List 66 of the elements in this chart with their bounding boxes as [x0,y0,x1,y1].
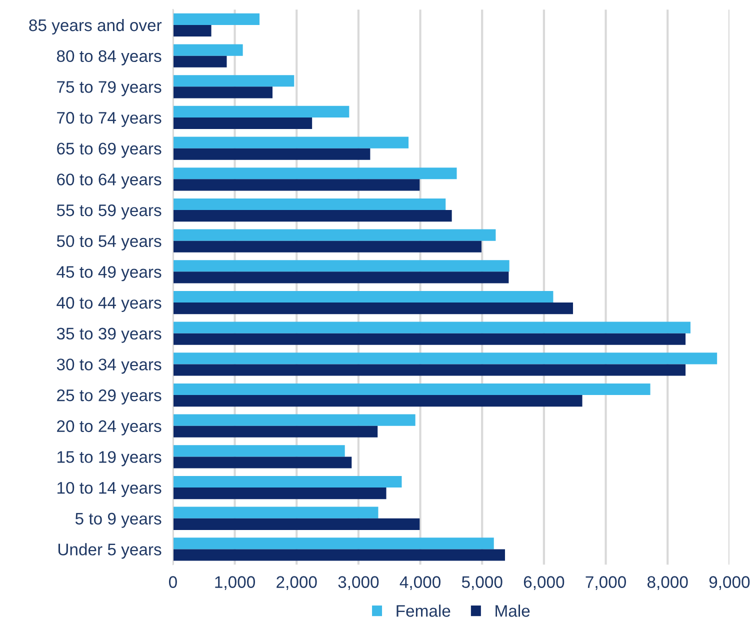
y-tick-label: 75 to 79 years [57,81,162,96]
bar [172,445,345,457]
bar [172,538,494,550]
y-tick-label: 50 to 54 years [56,235,162,250]
bar [172,229,496,241]
y-tick-label: 40 to 44 years [56,296,162,312]
y-tick-label: 60 to 64 years [57,174,162,189]
y-tick-label: 20 to 24 years [57,420,162,436]
bar [172,75,294,87]
x-tick-label: 5,000 [462,576,502,590]
bar [172,106,350,118]
y-tick-label: 15 to 19 years [58,451,162,466]
bar [172,86,273,98]
bar [172,240,482,252]
bar [172,179,420,191]
bar [172,488,386,500]
bar [172,352,718,364]
y-tick-label: 35 to 39 years [56,328,162,343]
y-tick-label: 25 to 29 years [57,389,162,405]
x-tick-label: 0 [168,576,177,588]
bar [172,24,212,37]
bar [172,506,378,518]
bar [172,210,452,222]
bar [172,302,574,314]
bar [172,333,686,345]
bar [172,118,312,130]
bar [172,476,402,488]
y-tick-label: 70 to 74 years [57,112,162,127]
bar [172,414,416,426]
bar [172,136,409,148]
y-tick-label: 5 to 9 years [75,512,162,528]
x-tick-label: 1,000 [215,576,255,590]
bar [172,272,509,284]
bar [172,290,554,303]
x-tick-label: 7,000 [586,576,626,590]
x-tick-label: 8,000 [647,576,688,590]
bar [172,168,457,180]
bar [172,395,582,407]
bar [172,383,650,396]
x-tick-label: 2,000 [276,576,317,590]
bar [172,549,505,561]
bar [172,13,260,25]
bar [172,260,510,272]
y-tick-label: 10 to 14 years [58,482,162,498]
x-tick-label: 4,000 [400,576,440,590]
x-tick-label: 6,000 [524,576,564,590]
bar [172,364,686,376]
bar [172,426,378,438]
bar [172,44,243,56]
bar [172,518,420,530]
x-tick-label: 3,000 [338,576,379,590]
bar [172,198,446,210]
y-tick-label: 45 to 49 years [56,266,162,282]
y-tick-label: 80 to 84 years [56,50,162,66]
y-tick-label: Under 5 years [58,543,162,559]
legend-label: Male [496,604,530,617]
y-tick-label: 30 to 34 years [56,358,162,374]
bar [172,148,370,160]
bar [172,322,690,334]
legend-label: Female [396,604,450,617]
bar [172,456,352,468]
y-tick-label: 65 to 69 years [57,142,162,158]
y-tick-label: 85 years and over [29,18,162,34]
x-tick-label: 9,000 [709,576,750,590]
y-tick-label: 55 to 59 years [56,204,162,220]
bar [172,56,227,68]
